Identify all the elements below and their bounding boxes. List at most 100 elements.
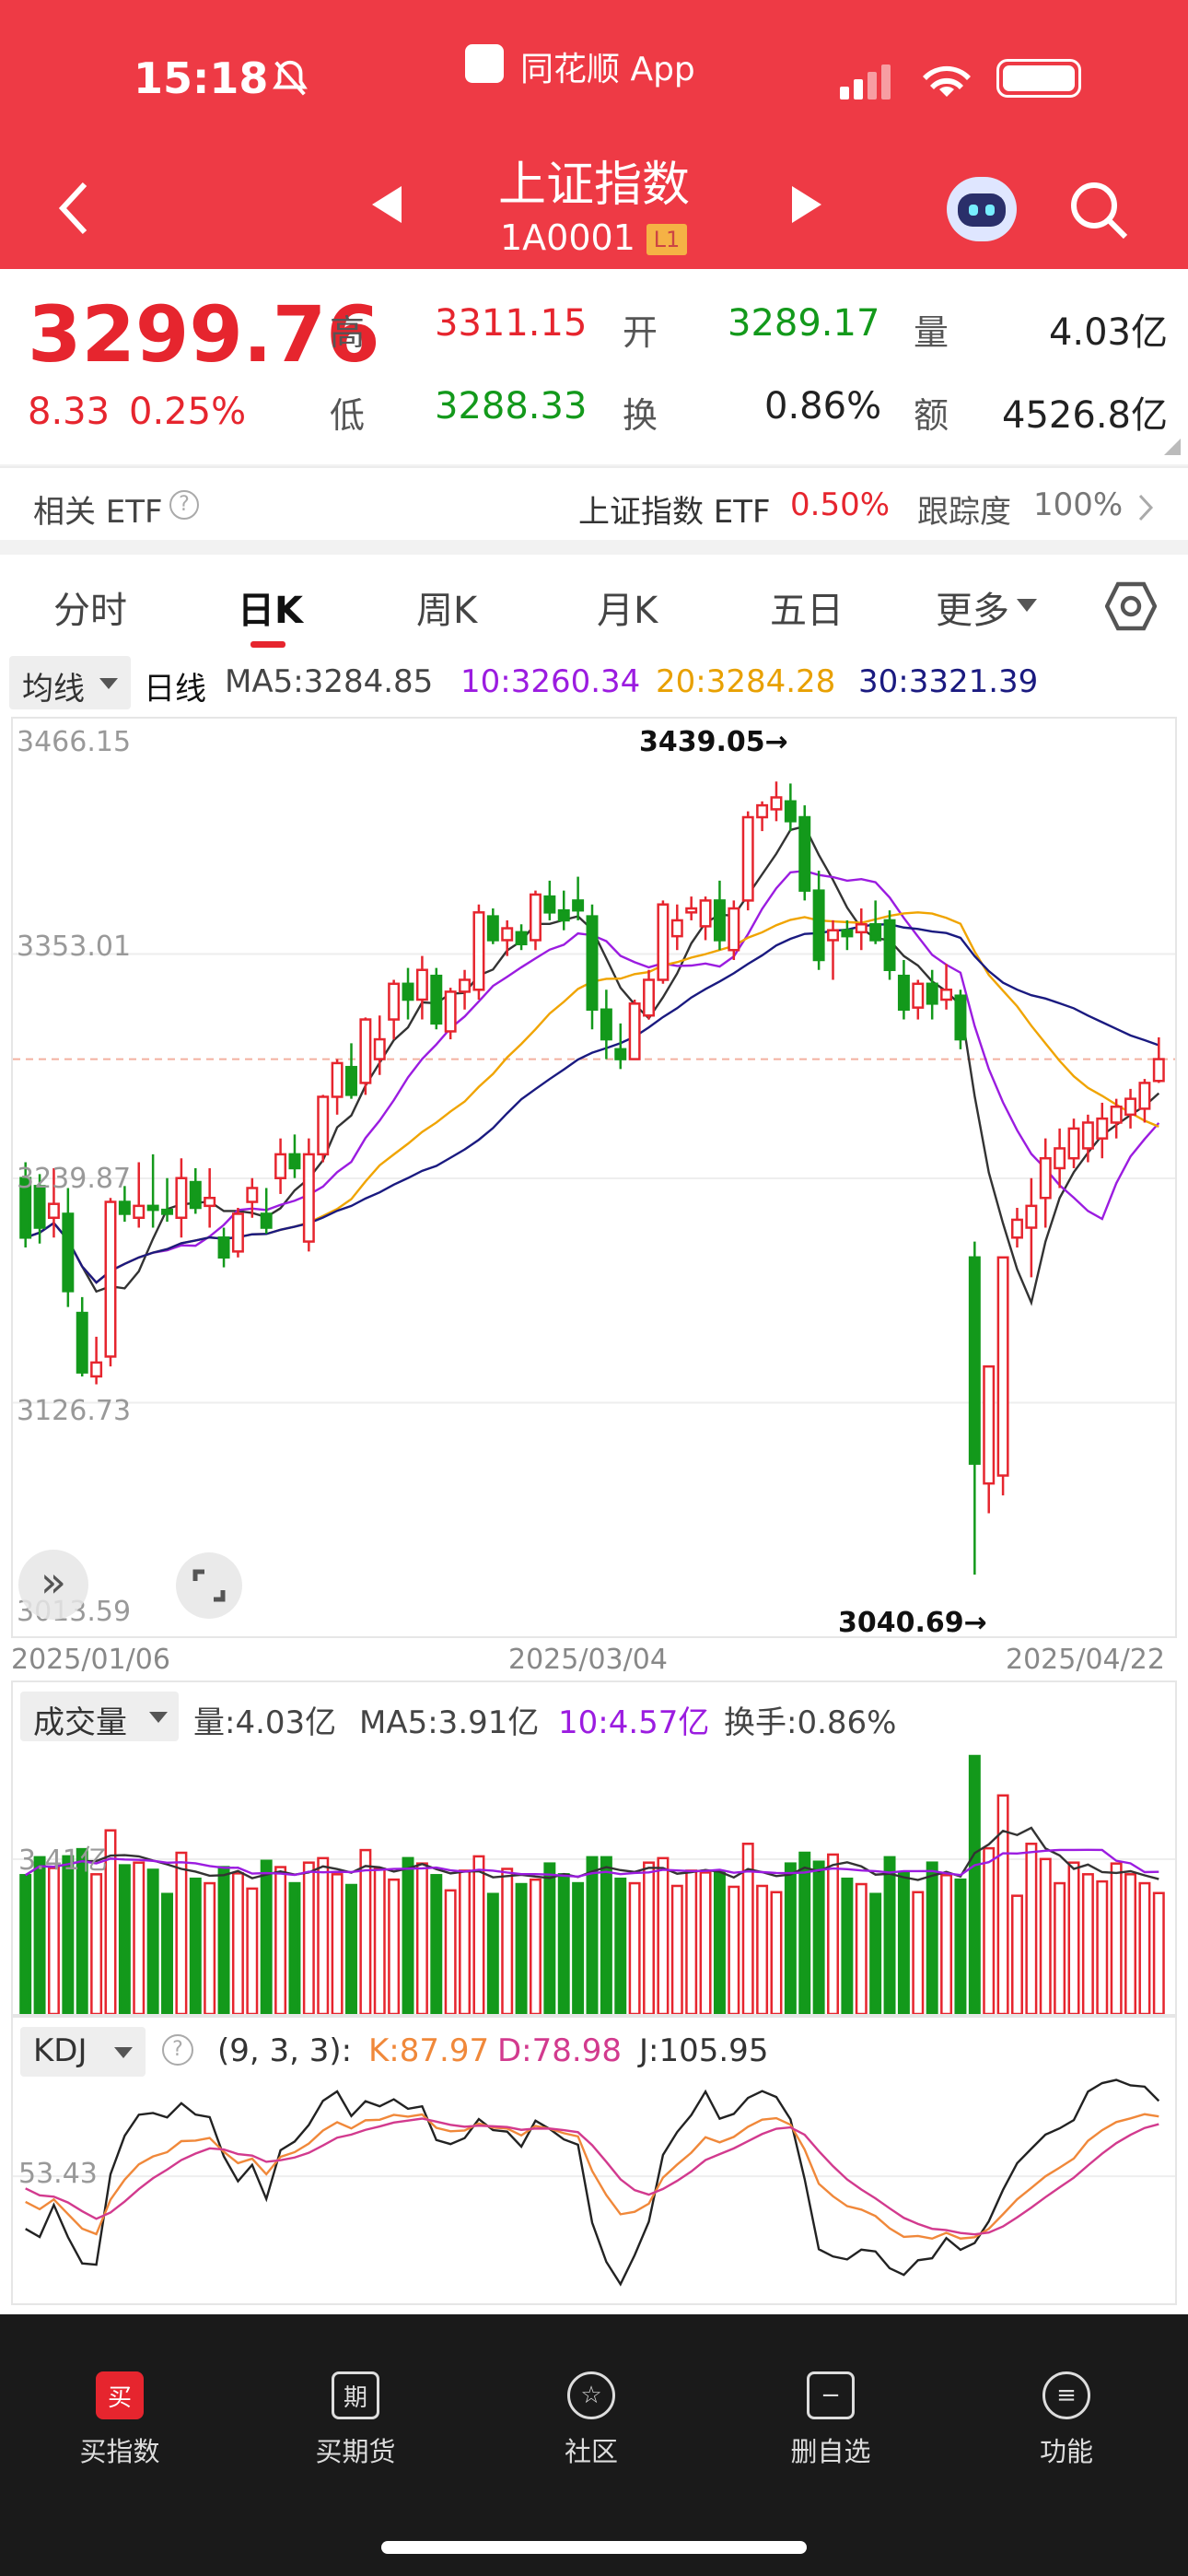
expand-corner-icon[interactable] <box>1164 439 1181 455</box>
volume-bar <box>515 1882 528 2016</box>
ma-selector-label: 均线 <box>22 671 85 708</box>
etf-name: 上证指数 ETF <box>578 494 771 531</box>
candle-body <box>260 1212 273 1229</box>
track-value: 100% <box>1033 486 1124 523</box>
volume-bar <box>161 1892 173 2016</box>
community-star-icon: ☆ <box>567 2371 615 2419</box>
etf-change: 0.50% <box>790 486 891 523</box>
nav-buy-futures[interactable]: 期 买期货 <box>282 2371 429 2469</box>
volume-bar <box>600 1856 612 2016</box>
prev-stock-icon[interactable] <box>368 184 405 225</box>
expand-sidebar-icon[interactable]: » <box>18 1550 88 1620</box>
volume-axis-label: 3.41亿 <box>18 1844 108 1877</box>
price-change-pct: 0.25% <box>129 391 247 433</box>
volume-bar <box>529 1878 542 2016</box>
candle-body <box>1039 1156 1052 1200</box>
candle-body <box>90 1361 103 1378</box>
candle-body <box>600 1008 612 1041</box>
low-value: 3288.33 <box>435 385 588 427</box>
open-value: 3289.17 <box>728 302 880 345</box>
candle-body <box>47 1202 60 1220</box>
kdj-axis-label: 53.43 <box>18 2158 98 2190</box>
candle-body <box>812 889 825 962</box>
chart-settings-icon[interactable] <box>1105 580 1157 632</box>
candle-body <box>317 1095 330 1156</box>
volume-bar <box>486 1892 499 2016</box>
y-tick-label: 3466.15 <box>17 726 132 758</box>
candle-body <box>175 1177 188 1220</box>
volume-bar <box>572 1881 585 2016</box>
robot-assistant-icon[interactable] <box>947 177 1017 241</box>
app-header: 15:18 同花顺 App 上证指数 1A0001 L1 <box>0 0 1188 269</box>
candle-body <box>345 1065 357 1096</box>
tab-monthly-k[interactable]: 月K <box>597 590 658 632</box>
candle-body <box>657 903 670 981</box>
candle-body <box>331 1061 344 1098</box>
candle-body <box>472 911 485 991</box>
high-label: 高 <box>330 312 366 353</box>
tab-intraday[interactable]: 分时 <box>53 590 127 632</box>
candle-body <box>770 796 783 811</box>
volume-selector[interactable]: 成交量 <box>20 1692 179 1741</box>
search-icon[interactable] <box>1068 180 1129 240</box>
tab-weekly-k[interactable]: 周K <box>416 590 478 632</box>
kdj-help-icon[interactable]: ? <box>162 2034 193 2066</box>
turnover-value: 0.86% <box>764 385 882 427</box>
nav-functions[interactable]: ≡ 功能 <box>993 2371 1140 2469</box>
home-indicator[interactable] <box>381 2541 807 2554</box>
kdj-panel[interactable]: KDJ ? (9, 3, 3): K:87.97 D:78.98 J:105.9… <box>11 2014 1177 2305</box>
candle-body <box>1067 1127 1080 1160</box>
level-badge: L1 <box>646 224 687 255</box>
candle-body <box>33 1185 46 1229</box>
kdj-caret-icon <box>114 2047 133 2058</box>
kdj-j-line <box>25 2078 1160 2287</box>
candle-body <box>926 982 938 1005</box>
volume-bar <box>345 1883 357 2016</box>
volume-bar <box>855 1882 868 2016</box>
volume-bar <box>359 1848 372 2016</box>
candle-body <box>189 1180 202 1210</box>
track-label: 跟踪度 <box>917 494 1011 531</box>
candlestick-panel[interactable]: 3466.15 3353.01 3239.87 3126.73 3013.59 … <box>11 717 1177 1639</box>
tab-more[interactable]: 更多 <box>936 590 1009 632</box>
kdj-selector[interactable]: KDJ <box>20 2027 146 2077</box>
candle-body <box>699 899 712 928</box>
ma-selector[interactable]: 均线 <box>9 656 131 709</box>
candle-body <box>643 978 656 1017</box>
volume-bar <box>217 1866 230 2016</box>
candle-body <box>373 1037 386 1060</box>
candle-body <box>302 1153 315 1243</box>
volume-panel[interactable]: 成交量 量:4.03亿 MA5:3.91亿 10:4.57亿 换手:0.86% … <box>11 1680 1177 2018</box>
volume-bar <box>373 1868 386 2016</box>
back-icon[interactable] <box>55 181 92 236</box>
candle-body <box>756 803 769 819</box>
candle-body <box>274 1153 287 1179</box>
caret-down-icon <box>1017 599 1037 612</box>
nav-community[interactable]: ☆ 社区 <box>518 2371 665 2469</box>
candle-body <box>741 815 754 902</box>
candle-body <box>1025 1204 1038 1229</box>
candle-body <box>827 929 839 942</box>
volume-bar <box>657 1856 670 2016</box>
volume-bar <box>1138 1881 1151 2016</box>
volume-bar <box>728 1885 740 2016</box>
next-stock-icon[interactable] <box>788 184 825 225</box>
tab-daily-k[interactable]: 日K <box>238 590 303 632</box>
volume-bar <box>954 1878 967 2016</box>
nav-remove-watchlist[interactable]: − 删自选 <box>757 2371 904 2469</box>
tab-five-day[interactable]: 五日 <box>770 590 844 632</box>
page-title: 上证指数 <box>497 158 690 213</box>
nav-buy-index[interactable]: 买 买指数 <box>46 2371 193 2469</box>
volume-bar <box>415 1862 428 2016</box>
candle-body <box>104 1200 117 1358</box>
candle-body <box>798 815 811 892</box>
related-etf-row[interactable]: 相关 ETF ? 上证指数 ETF 0.50% 跟踪度 100% <box>0 466 1188 540</box>
nav-label: 社区 <box>564 2436 618 2467</box>
help-icon[interactable]: ? <box>169 490 199 520</box>
volume-bar <box>33 1856 46 2016</box>
volume-bar <box>331 1873 344 2016</box>
k-line-chart-area: 均线 日线 MA5:3284.85 10:3260.34 20:3284.28 … <box>0 656 1188 2314</box>
candle-body <box>869 922 882 942</box>
volume-bar <box>841 1877 854 2016</box>
fullscreen-icon[interactable] <box>175 1551 243 1620</box>
